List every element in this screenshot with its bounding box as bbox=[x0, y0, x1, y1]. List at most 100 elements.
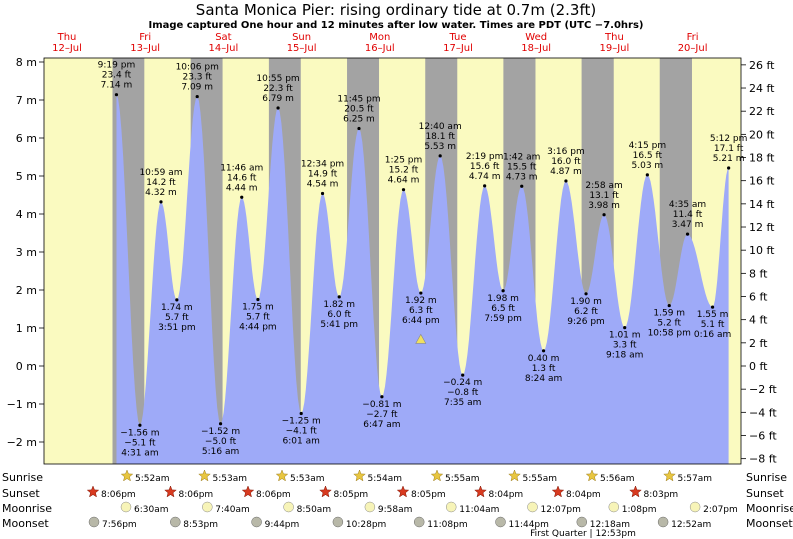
left-tick-label: −1 m bbox=[7, 398, 37, 411]
moonrise-time: 6:30am bbox=[134, 505, 169, 515]
tide-ft-label: 22.3 ft bbox=[263, 84, 293, 94]
sunrise-icon bbox=[198, 469, 211, 482]
tide-point bbox=[501, 289, 505, 293]
tide-ft-label: 16.5 ft bbox=[633, 151, 663, 161]
day-date: 12–Jul bbox=[52, 43, 82, 54]
tide-ft-label: 20.5 ft bbox=[344, 105, 374, 115]
tide-ft-label: 14.6 ft bbox=[227, 173, 257, 183]
day-date: 18–Jul bbox=[521, 43, 551, 54]
tide-point bbox=[256, 297, 260, 302]
tide-m-label: 4.44 m bbox=[226, 183, 258, 193]
left-tick-label: 6 m bbox=[16, 132, 37, 145]
moonrise-icon bbox=[120, 501, 132, 513]
tide-time-label: 4:31 am bbox=[121, 448, 158, 458]
tide-m-label: 4.74 m bbox=[469, 172, 501, 182]
day-name: Mon bbox=[369, 32, 390, 43]
sunrise-icon bbox=[430, 469, 444, 482]
tide-ft-label: 3.3 ft bbox=[613, 341, 637, 351]
sunrise-label-left: Sunrise bbox=[2, 471, 43, 484]
tide-m-label: 4.73 m bbox=[506, 172, 538, 182]
right-tick-label: 6 ft bbox=[749, 291, 768, 304]
tide-point bbox=[584, 292, 588, 296]
tide-point bbox=[685, 232, 690, 236]
moonrise-icon bbox=[608, 501, 620, 513]
day-name: Thu bbox=[57, 32, 77, 43]
tide-point bbox=[461, 373, 465, 377]
tide-m-label: 1.74 m bbox=[161, 303, 193, 313]
left-tick-label: 3 m bbox=[16, 246, 37, 259]
tide-point bbox=[380, 395, 384, 399]
tide-ft-label: 14.9 ft bbox=[308, 169, 338, 179]
day-date: 15–Jul bbox=[287, 43, 317, 54]
left-tick-label: 5 m bbox=[16, 170, 37, 183]
moonset-time: 12:52am bbox=[671, 520, 711, 530]
chart-subtitle: Image captured One hour and 12 minutes a… bbox=[149, 20, 644, 31]
astro-row-items: 5:52am 5:53am 5:53am 5:54am 5:55am 5:55am 5:56… bbox=[86, 469, 738, 530]
tide-m-label: 1.55 m bbox=[697, 310, 729, 320]
right-tick-label: 14 ft bbox=[749, 198, 775, 211]
tide-ft-label: 6.0 ft bbox=[327, 310, 351, 320]
tide-point bbox=[564, 179, 568, 183]
moonset-icon bbox=[657, 516, 669, 528]
sunrise-time: 5:52am bbox=[135, 474, 170, 484]
tide-point bbox=[114, 93, 119, 97]
tide-ft-label: 11.4 ft bbox=[673, 210, 703, 220]
moonrise-icon bbox=[527, 501, 538, 513]
moonrise-label-right: Moonrise bbox=[746, 502, 793, 515]
tide-time-label: 0:16 am bbox=[694, 330, 731, 340]
tide-time-label: 6:01 am bbox=[283, 437, 320, 447]
tide-point bbox=[438, 154, 442, 158]
tide-ft-label: 6.5 ft bbox=[491, 304, 515, 314]
tide-point bbox=[520, 184, 524, 188]
tide-time-label: 7:35 am bbox=[444, 398, 481, 408]
tide-point bbox=[299, 411, 303, 416]
tide-m-label: 5.21 m bbox=[713, 154, 745, 164]
tide-ft-label: 5.7 ft bbox=[165, 313, 189, 323]
sunrise-time: 5:57am bbox=[678, 474, 713, 484]
moonrise-time: 1:08pm bbox=[622, 505, 657, 515]
sunset-icon bbox=[241, 485, 255, 498]
tide-time-label: 10:59 am bbox=[139, 168, 182, 178]
tide-ft-label: −4.1 ft bbox=[286, 427, 318, 437]
moonset-time: 11:44pm bbox=[509, 520, 549, 530]
tide-point bbox=[710, 305, 715, 309]
sunrise-icon bbox=[353, 469, 366, 482]
right-tick-label: 10 ft bbox=[749, 244, 775, 257]
tide-m-label: 7.14 m bbox=[101, 81, 133, 91]
day-date: 13–Jul bbox=[130, 43, 160, 54]
sunrise-time: 5:53am bbox=[213, 474, 248, 484]
tide-m-label: 1.59 m bbox=[653, 309, 685, 319]
sunset-time: 8:04pm bbox=[566, 490, 601, 500]
sunset-time: 8:06pm bbox=[256, 490, 291, 500]
tide-m-label: 0.40 m bbox=[528, 354, 560, 364]
right-tick-label: 22 ft bbox=[749, 105, 775, 118]
sunrise-time: 5:55am bbox=[523, 474, 558, 484]
tide-m-label: 7.09 m bbox=[181, 83, 213, 93]
sunrise-icon bbox=[120, 469, 134, 482]
tide-m-label: 1.90 m bbox=[570, 297, 602, 307]
tide-time-label: 10:58 pm bbox=[648, 329, 691, 339]
moonset-icon bbox=[88, 516, 100, 528]
tide-time-label: 5:16 am bbox=[202, 447, 239, 457]
tide-m-label: 4.32 m bbox=[145, 188, 177, 198]
day-date: 14–Jul bbox=[209, 43, 239, 54]
tide-ft-label: 14.2 ft bbox=[146, 178, 176, 188]
tide-time-label: 3:51 pm bbox=[158, 323, 196, 333]
right-tick-label: −6 ft bbox=[749, 429, 777, 442]
tide-point bbox=[159, 200, 163, 204]
moonrise-time: 2:07pm bbox=[703, 505, 738, 515]
chart-title: Santa Monica Pier: rising ordinary tide … bbox=[196, 1, 596, 19]
sunset-label-right: Sunset bbox=[746, 487, 784, 500]
moonrise-icon bbox=[689, 501, 701, 513]
tide-ft-label: 17.1 ft bbox=[714, 144, 744, 154]
day-name: Tue bbox=[448, 32, 466, 43]
tide-ft-label: 6.3 ft bbox=[409, 306, 433, 316]
left-tick-label: 4 m bbox=[16, 208, 37, 221]
tide-ft-label: 5.2 ft bbox=[657, 319, 681, 329]
right-tick-label: −8 ft bbox=[749, 453, 777, 466]
tide-ft-label: −5.0 ft bbox=[205, 437, 237, 447]
tide-time-label: 11:45 pm bbox=[337, 95, 380, 105]
right-tick-label: 12 ft bbox=[749, 221, 775, 234]
current-tide-marker bbox=[415, 333, 427, 344]
